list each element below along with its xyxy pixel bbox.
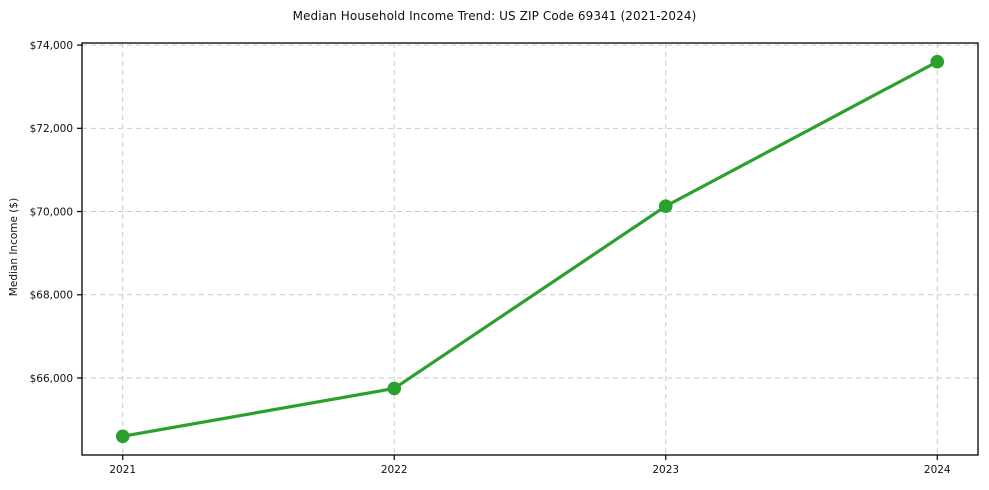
axes-spines: [81, 42, 979, 456]
y-tick-label: $66,000: [30, 373, 73, 385]
data-point: [115, 429, 130, 444]
data-point: [387, 381, 402, 396]
x-tick-label: 2021: [109, 464, 136, 476]
data-point: [930, 54, 945, 69]
x-tick-label: 2023: [652, 464, 679, 476]
y-tick-label: $72,000: [30, 123, 73, 135]
x-tick-label: 2024: [924, 464, 951, 476]
data-point: [658, 199, 673, 213]
x-tick-label: 2022: [381, 464, 408, 476]
trend-line: [121, 60, 939, 438]
y-tick-label: $70,000: [30, 206, 73, 218]
chart-title: Median Household Income Trend: US ZIP Co…: [292, 9, 697, 23]
y-tick-label: $74,000: [30, 40, 73, 52]
y-tick-label: $68,000: [30, 290, 73, 302]
